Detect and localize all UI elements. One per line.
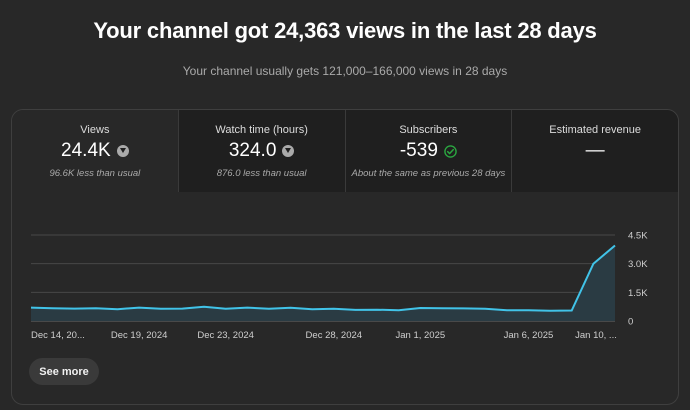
series-area bbox=[31, 245, 615, 321]
arrow-down-circle-icon bbox=[116, 145, 129, 157]
x-tick-label: Dec 14, 20... bbox=[31, 330, 85, 341]
arrow-down-circle-icon bbox=[282, 145, 295, 157]
tab-note: About the same as previous 28 days bbox=[351, 168, 506, 179]
series-line bbox=[30, 244, 616, 312]
x-tick-label: Jan 1, 2025 bbox=[396, 330, 446, 341]
metrics-card: Views 24.4K 96.6K less than usual Watch … bbox=[11, 109, 679, 405]
tab-label: Watch time (hours) bbox=[215, 124, 308, 136]
tab-value: — bbox=[585, 140, 605, 161]
x-tick-label: Jan 6, 2025 bbox=[504, 330, 554, 341]
tab-label: Subscribers bbox=[399, 124, 458, 136]
y-tick-label: 3.0K bbox=[628, 259, 648, 270]
tab-label: Views bbox=[80, 124, 110, 136]
check-circle-icon bbox=[444, 144, 457, 158]
tab-label: Estimated revenue bbox=[549, 124, 641, 136]
y-tick-label: 0 bbox=[628, 317, 633, 328]
x-tick-label: Dec 19, 2024 bbox=[111, 330, 168, 341]
tab-watch-time[interactable]: Watch time (hours) 324.0 876.0 less than… bbox=[177, 110, 345, 192]
x-tick-label: Jan 10, ... bbox=[575, 330, 617, 341]
views-chart: 4.5K 3.0K 1.5K 0 Dec 14, 20... Dec 19, 2024 D… bbox=[12, 193, 678, 353]
tab-subscribers[interactable]: Subscribers -539 About the same as previ… bbox=[344, 110, 512, 192]
tab-value: 24.4K bbox=[61, 140, 111, 161]
page-headline: Your channel got 24,363 views in the las… bbox=[93, 18, 597, 43]
x-tick-label: Dec 23, 2024 bbox=[197, 330, 254, 341]
y-tick-label: 4.5K bbox=[628, 231, 648, 242]
page-subheadline: Your channel usually gets 121,000–166,00… bbox=[182, 64, 508, 78]
tab-views[interactable]: Views 24.4K 96.6K less than usual bbox=[12, 110, 178, 192]
tab-note: 96.6K less than usual bbox=[49, 168, 141, 179]
tab-value: -539 bbox=[399, 140, 438, 161]
tab-value: 324.0 bbox=[228, 140, 277, 161]
tab-estimated-revenue[interactable]: Estimated revenue — bbox=[511, 110, 678, 192]
views-chart-svg: 4.5K 3.0K 1.5K 0 Dec 14, 20... Dec 19, 2024 D… bbox=[30, 231, 648, 341]
x-tick-label: Dec 28, 2024 bbox=[306, 330, 363, 341]
y-tick-label: 1.5K bbox=[628, 288, 648, 299]
see-more-button[interactable]: See more bbox=[29, 358, 99, 385]
tab-note: 876.0 less than usual bbox=[216, 168, 307, 179]
metric-tabs: Views 24.4K 96.6K less than usual Watch … bbox=[12, 110, 678, 192]
